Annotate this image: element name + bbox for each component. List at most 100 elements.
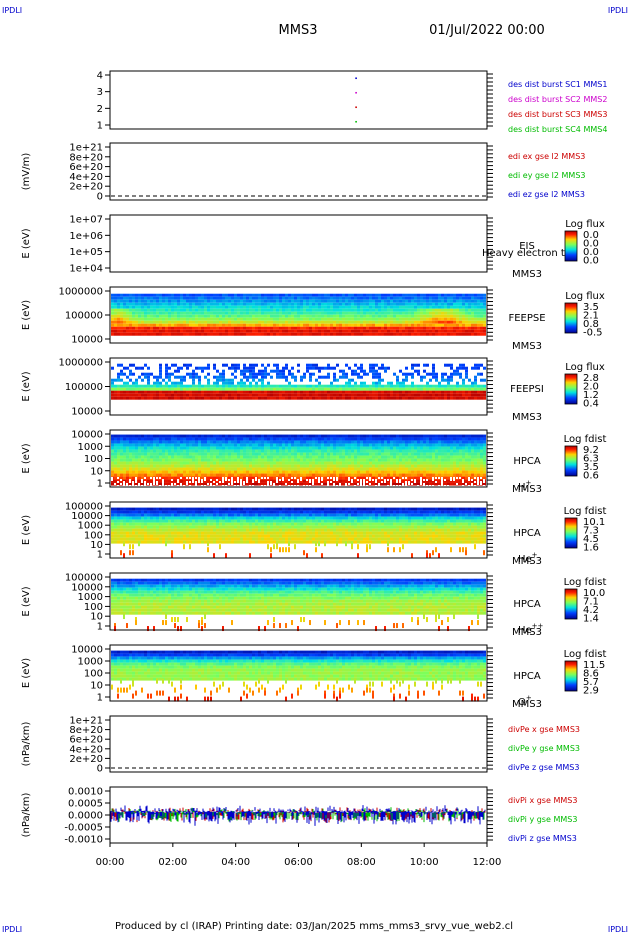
legend-entry: divPe y gse MMS3 [508, 744, 580, 753]
legend-entry: des dist burst SC2 MMS2 [508, 95, 607, 104]
chart-panel-4: 1000000 100000 10000 E (eV) FEEPSE MMS3 Log fl… [21, 286, 605, 352]
y-tick-label: 4e+20 [69, 172, 103, 183]
instrument-label: EIS [519, 241, 535, 252]
y-tick-label: 100000 [65, 311, 103, 322]
y-axis-label: E (eV) [21, 228, 32, 258]
species-label: H+ [518, 479, 532, 493]
plot-date: 01/Jul/2022 00:00 [429, 23, 545, 38]
instrument-label: HPCA [513, 528, 541, 539]
panel-frame [109, 572, 488, 631]
y-tick-label: 2e+20 [69, 754, 103, 765]
spacecraft-label: MMS3 [512, 341, 542, 352]
colorbar-tick-label: 6.3 [583, 453, 599, 464]
colorbar-tick-label: 0.4 [583, 398, 599, 409]
corner-label-top-left: IPDLI [2, 6, 22, 15]
corner-label-top-right: IPDLI [608, 6, 628, 15]
y-tick-label: 1000 [78, 657, 103, 668]
legend-entry: divPi z gse MMS3 [508, 834, 577, 843]
species-label: O+ [518, 694, 532, 708]
y-tick-label: 10000 [71, 407, 103, 418]
panel-frame [109, 715, 488, 773]
y-axis-label: E (eV) [21, 300, 32, 330]
time-tick-label: 12:00 [473, 857, 502, 868]
y-tick-label: 10000 [71, 645, 103, 656]
y-tick-label: -0.0010 [64, 835, 103, 846]
legend-entry: des dist burst SC3 MMS3 [508, 110, 607, 119]
y-tick-label: 10000 [71, 582, 103, 593]
legend-entry: divPi x gse MMS3 [508, 796, 577, 805]
y-tick-label: -0.0005 [64, 823, 103, 834]
y-tick-label: 10 [90, 681, 103, 692]
time-tick-label: 00:00 [96, 857, 125, 868]
species-label: He++ [518, 622, 544, 636]
y-tick-label: 4e+20 [69, 744, 103, 755]
y-tick-label: 3 [97, 87, 103, 98]
legend-entry: divPe z gse MMS3 [508, 763, 579, 772]
y-axis-label: (nPa/km) [21, 793, 32, 838]
y-tick-label: 1 [97, 479, 103, 490]
corner-label-bottom-right: IPDLI [608, 925, 628, 934]
colorbar [564, 445, 578, 477]
legend-entry: divPi y gse MMS3 [508, 815, 577, 824]
y-tick-label: 1 [97, 693, 103, 704]
spacecraft-label: MMS3 [512, 699, 542, 710]
y-axis-label: E (eV) [21, 515, 32, 545]
legend-entry: des dist burst SC1 MMS1 [508, 80, 607, 89]
data-point [355, 106, 357, 109]
y-tick-label: 1000 [78, 442, 103, 453]
y-tick-label: 100 [84, 530, 103, 541]
panel-frame [109, 214, 488, 273]
y-tick-label: 2e+20 [69, 182, 103, 193]
chart-panel-1: 4 3 2 1 des dist burst SC1 MMS1 des dist burs… [97, 70, 607, 134]
y-tick-label: 6e+20 [69, 735, 103, 746]
colorbar-title: Log flux [565, 291, 605, 302]
data-point [355, 120, 357, 123]
colorbar-title: Log flux [565, 219, 605, 230]
colorbar [564, 517, 578, 549]
colorbar-tick-label: 9.2 [583, 445, 599, 456]
plot-title: MMS3 [279, 23, 318, 38]
colorbar-tick-label: 0.0 [583, 238, 599, 249]
colorbar-tick-label: 11.5 [583, 660, 605, 671]
colorbar-tick-label: 4.2 [583, 605, 599, 616]
overlay-text: Heavy electron to [482, 248, 571, 259]
colorbar-tick-label: 2.0 [583, 381, 599, 392]
data-point [355, 91, 357, 94]
colorbar-title: Log fdist [564, 577, 607, 588]
footer-text: Produced by cl (IRAP) Printing date: 03/… [115, 921, 513, 932]
time-axis: 00:00 02:00 04:00 06:00 08:00 10:00 12:00 [96, 843, 502, 868]
colorbar-tick-label: 10.1 [583, 517, 605, 528]
y-axis-label: E (eV) [21, 586, 32, 616]
y-tick-label: 1000000 [58, 287, 103, 298]
instrument-label: FEEPSI [510, 384, 544, 395]
colorbar-tick-label: 1.2 [583, 390, 599, 401]
y-axis-label: E (eV) [21, 371, 32, 401]
colorbar-title: Log fdist [564, 506, 607, 517]
y-tick-label: 1e+06 [69, 231, 103, 242]
colorbar-tick-label: 3.5 [583, 302, 599, 313]
legend-entry: divPe x gse MMS3 [508, 725, 580, 734]
colorbar-tick-label: 7.3 [583, 525, 599, 536]
y-tick-label: 0 [97, 764, 103, 775]
colorbar-tick-label: 2.1 [583, 310, 599, 321]
y-tick-label: 10000 [71, 511, 103, 522]
y-tick-label: 6e+20 [69, 162, 103, 173]
spacecraft-label: MMS3 [512, 484, 542, 495]
y-axis-label: E (eV) [21, 658, 32, 688]
corner-label-bottom-left: IPDLI [2, 925, 22, 934]
legend-entry: des dist burst SC4 MMS4 [508, 125, 607, 134]
colorbar-title: Log fdist [564, 434, 607, 445]
colorbar-tick-label: 2.8 [583, 373, 599, 384]
instrument-label: HPCA [513, 671, 541, 682]
y-axis-label: (mV/m) [21, 153, 32, 191]
colorbar-title: Log flux [565, 362, 605, 373]
colorbar-tick-label: 8.6 [583, 668, 599, 679]
time-tick-label: 06:00 [284, 857, 313, 868]
colorbar-tick-label: 0.0 [583, 230, 599, 241]
colorbar-tick-label: 0.8 [583, 319, 599, 330]
colorbar-tick-label: 0.6 [583, 470, 599, 481]
